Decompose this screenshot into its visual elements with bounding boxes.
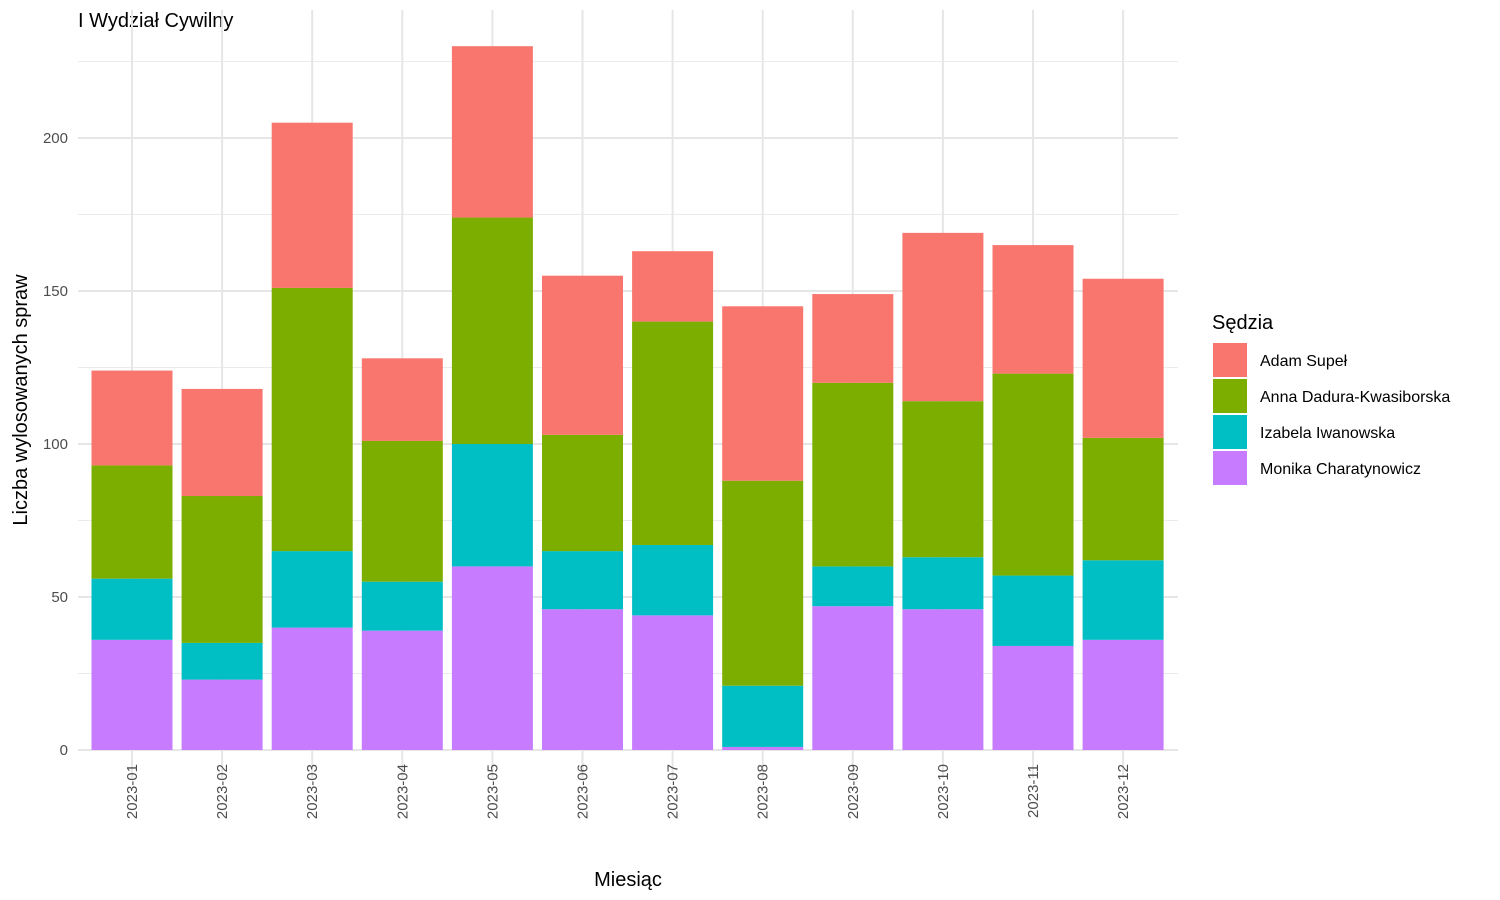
y-tick-label: 100: [43, 436, 68, 453]
bar-segment: [722, 746, 804, 750]
bar-segment: [902, 557, 984, 610]
bar-segment: [1082, 639, 1164, 750]
legend-label: Monika Charatynowicz: [1260, 461, 1421, 478]
bar-segment: [1082, 278, 1164, 438]
bar-segment: [1082, 560, 1164, 640]
bar-segment: [361, 630, 443, 750]
bar-segment: [271, 551, 353, 628]
bar-segment: [451, 444, 533, 567]
legend-title: Sędzia: [1212, 312, 1274, 334]
x-tick-label: 2023-12: [1115, 764, 1132, 819]
bar-segment: [91, 578, 173, 640]
bar-segment: [992, 245, 1074, 374]
y-tick-label: 0: [60, 742, 68, 759]
legend-swatch: [1213, 379, 1247, 413]
x-tick-label: 2023-11: [1025, 764, 1042, 818]
x-tick-label: 2023-10: [935, 764, 952, 819]
y-axis-title: Liczba wylosowanych spraw: [10, 274, 32, 526]
y-axis-ticks: 0 50 100 150 200: [43, 130, 68, 759]
bar-segment: [992, 645, 1074, 750]
x-axis-ticks: 2023-01 2023-02 2023-03 2023-04 2023-05 2023-…: [124, 764, 1132, 819]
x-tick-label: 2023-03: [304, 764, 321, 819]
x-axis-title: Miesiąc: [594, 869, 662, 891]
bar-segment: [91, 465, 173, 579]
x-tick-label: 2023-07: [665, 764, 682, 819]
bar-segment: [722, 480, 804, 686]
bar-segment: [542, 551, 623, 610]
x-tick-label: 2023-09: [845, 764, 862, 819]
chart-title: I Wydział Cywilny: [78, 10, 233, 32]
bar-segment: [91, 639, 173, 750]
bar-segment: [992, 373, 1074, 576]
y-tick-label: 150: [43, 283, 68, 300]
bar-segment: [902, 609, 984, 750]
bar-segment: [181, 388, 263, 497]
bar-segment: [812, 566, 894, 607]
bar-segment: [271, 287, 353, 552]
bar-segment: [542, 434, 623, 552]
bar-segment: [812, 294, 894, 383]
legend: Adam Supeł Anna Dadura-Kwasiborska Izabela…: [1213, 343, 1450, 485]
bar-segment: [632, 321, 714, 545]
legend-swatch: [1213, 343, 1247, 377]
bars: [91, 46, 1164, 750]
bar-segment: [992, 575, 1074, 646]
bar-segment: [181, 496, 263, 643]
bar-segment: [451, 217, 533, 444]
y-tick-label: 50: [51, 589, 68, 606]
bar-segment: [542, 609, 623, 750]
y-tick-label: 200: [43, 130, 68, 147]
bar-segment: [902, 232, 984, 402]
bar-segment: [181, 679, 263, 750]
x-tick-label: 2023-06: [575, 764, 592, 819]
bar-segment: [451, 566, 533, 750]
x-tick-label: 2023-04: [394, 764, 411, 819]
x-tick-label: 2023-01: [124, 764, 141, 819]
bar-segment: [1082, 437, 1164, 561]
bar-segment: [181, 642, 263, 680]
bar-segment: [902, 401, 984, 558]
bar-segment: [632, 251, 714, 322]
legend-label: Izabela Iwanowska: [1260, 425, 1395, 442]
bar-segment: [542, 275, 623, 435]
legend-swatch: [1213, 451, 1247, 485]
x-tick-label: 2023-08: [755, 764, 772, 819]
bar-segment: [812, 606, 894, 750]
bar-segment: [812, 382, 894, 567]
bar-segment: [451, 46, 533, 218]
bar-segment: [91, 370, 173, 466]
bar-segment: [271, 122, 353, 288]
bar-segment: [722, 306, 804, 481]
bar-segment: [361, 581, 443, 631]
bar-segment: [632, 615, 714, 750]
x-tick-label: 2023-02: [214, 764, 231, 819]
bar-segment: [361, 358, 443, 441]
legend-swatch: [1213, 415, 1247, 449]
legend-label: Anna Dadura-Kwasiborska: [1260, 389, 1450, 406]
bar-segment: [722, 685, 804, 747]
bar-segment: [361, 440, 443, 582]
bar-segment: [632, 544, 714, 616]
x-tick-label: 2023-05: [484, 764, 501, 819]
bar-segment: [271, 627, 353, 750]
legend-label: Adam Supeł: [1260, 353, 1348, 370]
